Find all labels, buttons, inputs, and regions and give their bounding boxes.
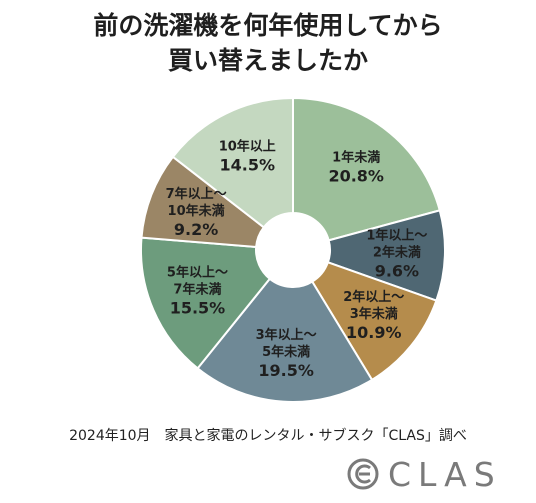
chart-title: 前の洗濯機を何年使用してから 買い替えましたか — [0, 8, 536, 78]
slice-4-label-line-2: 5年未満 — [262, 344, 310, 360]
slice-4 — [196, 277, 374, 403]
slice-5-label-line-1: 5年以上～ — [167, 264, 228, 280]
slice-4-label-line-1: 3年以上～ — [256, 327, 317, 343]
slice-7-label-line-1: 10年以上 — [219, 139, 276, 155]
slice-5 — [140, 236, 272, 370]
slice-1 — [292, 96, 441, 242]
slice-5-value-label: 15.5% — [170, 298, 226, 317]
slice-1-value-label: 20.8% — [328, 166, 384, 185]
slice-2-value-label: 9.6% — [375, 261, 419, 280]
chart-title-line-2: 買い替えましたか — [167, 46, 368, 75]
slice-3 — [310, 261, 438, 382]
slice-6-label-line-2: 10年未満 — [168, 203, 225, 219]
clas-logo: CLAS — [346, 454, 502, 494]
chart-slices — [140, 96, 446, 403]
slice-2-label-line-2: 2年未満 — [373, 244, 421, 260]
slice-2-label-line-1: 1年以上～ — [366, 227, 427, 243]
chart-title-line-1: 前の洗濯機を何年使用してから — [93, 11, 443, 40]
clas-logo-icon — [347, 458, 379, 490]
slice-5-label-line-2: 7年未満 — [173, 281, 221, 297]
logo-text: CLAS — [388, 454, 502, 494]
slice-6-value-label: 9.2% — [174, 220, 218, 239]
slice-3-value-label: 10.9% — [346, 323, 402, 342]
slice-1-label-line-1: 1年未満 — [332, 149, 380, 165]
slice-3-label-line-2: 3年未満 — [350, 306, 398, 322]
slice-3-label-line-1: 2年以上～ — [343, 289, 404, 305]
slice-7-value-label: 14.5% — [219, 156, 275, 175]
slice-4-value-label: 19.5% — [258, 361, 314, 380]
source-note: 2024年10月 家具と家電のレンタル・サブスク「CLAS」調べ — [69, 428, 467, 444]
slice-6-label-line-1: 7年以上～ — [166, 186, 227, 202]
slice-7 — [171, 96, 294, 229]
